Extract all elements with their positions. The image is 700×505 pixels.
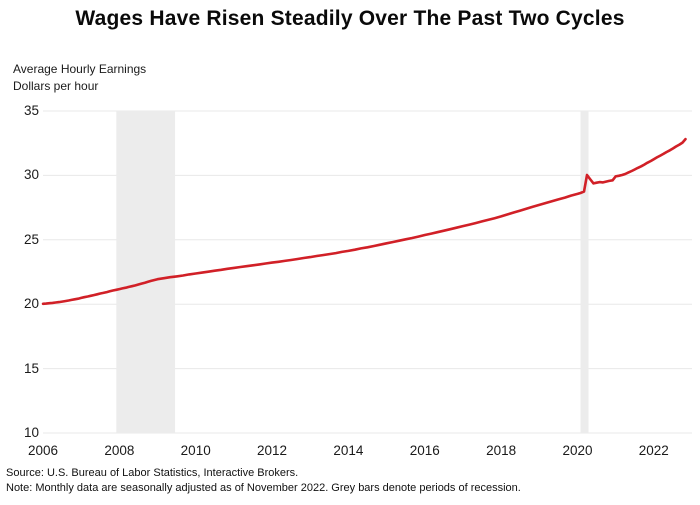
x-tick-label: 2008 [104, 443, 135, 458]
x-tick-label: 2020 [562, 443, 593, 458]
recession-band [116, 111, 176, 433]
x-tick-label: 2012 [257, 443, 288, 458]
x-tick-label: 2018 [486, 443, 517, 458]
x-tick-label: 2016 [409, 443, 440, 458]
x-tick-label: 2006 [27, 443, 59, 458]
x-tick-label: 2014 [333, 443, 364, 458]
source-note: Source: U.S. Bureau of Labor Statistics,… [6, 467, 299, 479]
axis-unit-label: Average Hourly Earnings Dollars per hour [13, 61, 146, 95]
wage-line-series [41, 137, 687, 306]
y-tick-label: 30 [23, 167, 39, 183]
x-tick-label: 2022 [638, 443, 669, 458]
chart-title: Wages Have Risen Steadily Over The Past … [75, 7, 625, 30]
y-tick-label: 15 [23, 360, 39, 376]
y-tick-label: 25 [23, 231, 39, 247]
x-tick-label: 2010 [180, 443, 211, 458]
y-tick-label: 10 [23, 425, 39, 440]
footnotes: Source: U.S. Bureau of Labor Statistics,… [6, 466, 521, 496]
y-tick-label: 20 [23, 296, 39, 312]
subtitle-line-1: Average Hourly Earnings [13, 62, 147, 76]
methodology-note: Note: Monthly data are seasonally adjust… [6, 482, 521, 494]
y-tick-label: 35 [23, 103, 39, 118]
recession-band [580, 111, 589, 433]
subtitle-line-2: Dollars per hour [13, 79, 99, 93]
